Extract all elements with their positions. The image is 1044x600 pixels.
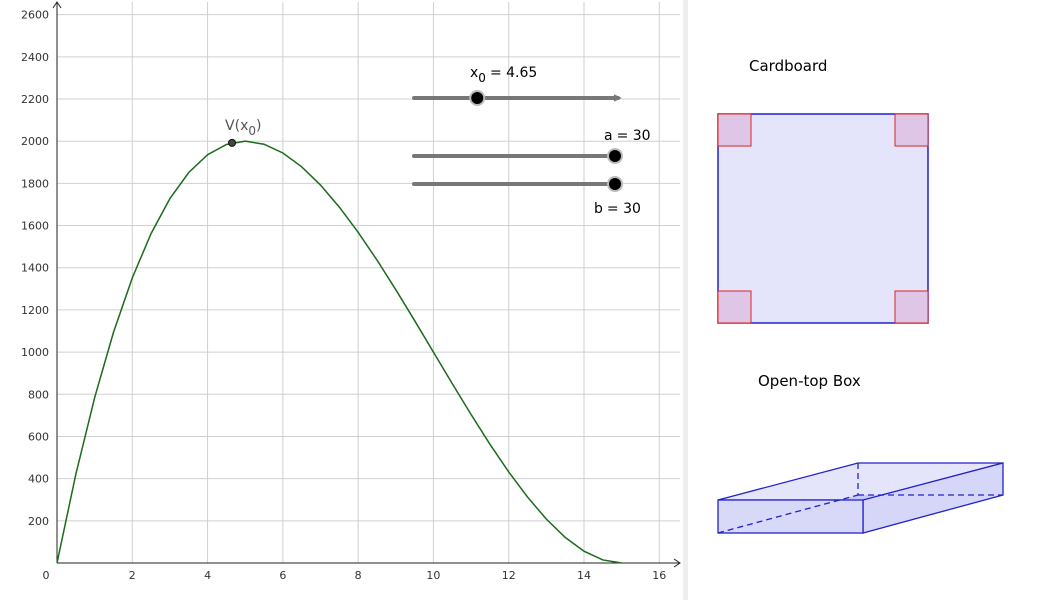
x-tick-label: 16 xyxy=(652,569,666,582)
box-title: Open-top Box xyxy=(758,372,861,390)
slider-label: x0 = 4.65 xyxy=(470,65,537,85)
corner-cut xyxy=(717,113,752,147)
x-tick-label: 10 xyxy=(426,569,440,582)
y-tick-label: 2000 xyxy=(21,135,49,148)
x-tick-label: 14 xyxy=(577,569,591,582)
slider-knob[interactable] xyxy=(471,92,484,104)
y-tick-label: 1400 xyxy=(21,262,49,275)
y-tick-label: 200 xyxy=(28,515,49,528)
y-tick-label: 400 xyxy=(28,473,49,486)
y-tick-label: 800 xyxy=(28,388,49,401)
y-tick-label: 1800 xyxy=(21,177,49,190)
label-name: V(x xyxy=(225,118,248,134)
y-tick-label: 2200 xyxy=(21,93,49,106)
label-subscript: 0 xyxy=(248,124,256,138)
y-tick-label: 1200 xyxy=(21,304,49,317)
x-tick-label: 2 xyxy=(129,569,136,582)
slider-knob[interactable] xyxy=(609,178,621,190)
slider-arrow xyxy=(613,94,622,102)
point-label: V(x0) xyxy=(225,118,261,138)
slider-knob[interactable] xyxy=(609,150,621,162)
divider xyxy=(683,0,688,600)
corner-cut xyxy=(894,290,929,324)
cardboard xyxy=(717,113,929,324)
x-tick-label: 4 xyxy=(204,569,211,582)
x-tick-label: 12 xyxy=(502,569,516,582)
open-box xyxy=(717,462,1004,534)
x-tick-label: 8 xyxy=(355,569,362,582)
x-tick-label: 6 xyxy=(279,569,286,582)
slider-name: b xyxy=(594,201,603,217)
cardboard-sheet xyxy=(717,113,929,324)
slider-value: = 4.65 xyxy=(490,65,537,81)
graphics-view: 0 2 4 6 8 10 12 14 16 200 400 600 800 1000 1200 1400 160… xyxy=(21,1,681,582)
slider-value: = 30 xyxy=(607,201,641,217)
slider-subscript: 0 xyxy=(478,71,486,85)
y-tick-label: 2400 xyxy=(21,51,49,64)
y-tick-label: 2600 xyxy=(21,9,49,22)
cardboard-title: Cardboard xyxy=(749,57,827,75)
x-tick-label: 0 xyxy=(43,569,50,582)
slider-name: x xyxy=(470,65,478,81)
y-tick-label: 600 xyxy=(28,430,49,443)
slider-label: b = 30 xyxy=(594,201,641,217)
x-axis-arrow xyxy=(673,558,681,568)
slider-label: a = 30 xyxy=(604,128,651,144)
slider-name: a xyxy=(604,128,613,144)
y-axis-arrow xyxy=(52,1,62,9)
y-tick-label: 1600 xyxy=(21,220,49,233)
slider-value: = 30 xyxy=(617,128,651,144)
hidden-edge xyxy=(717,494,859,534)
curve xyxy=(56,140,622,564)
corner-cut xyxy=(894,113,929,147)
box-front xyxy=(717,499,864,534)
label-end: ) xyxy=(256,118,261,134)
y-tick-label: 1000 xyxy=(21,346,49,359)
corner-cut xyxy=(717,290,752,324)
point xyxy=(228,138,237,147)
